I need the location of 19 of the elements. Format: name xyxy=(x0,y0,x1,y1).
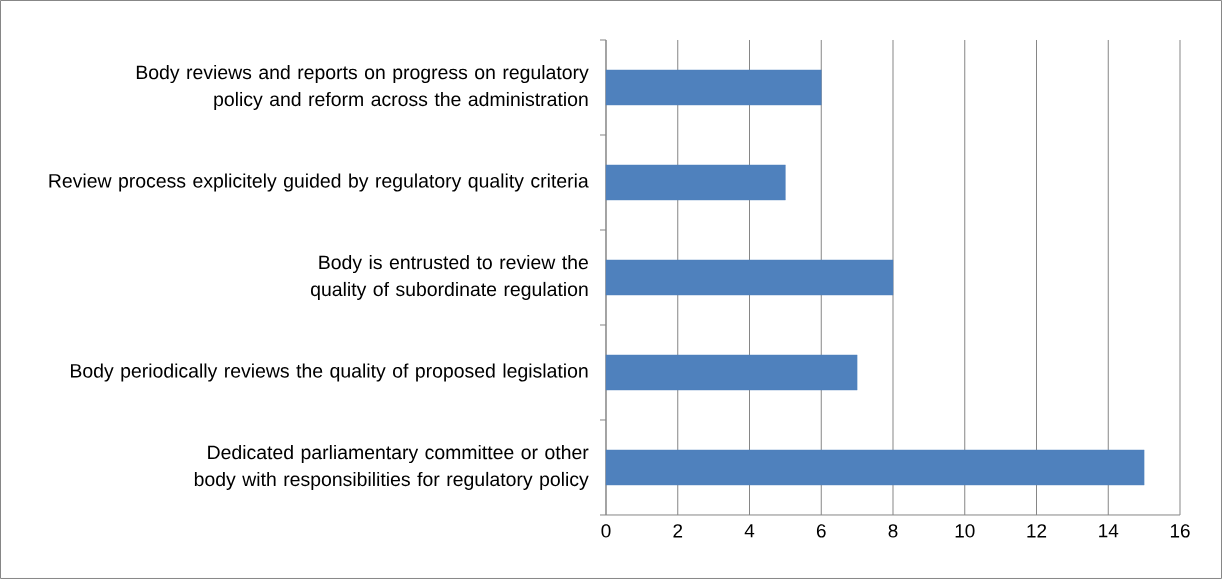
bar xyxy=(605,69,822,106)
x-tick-label: 2 xyxy=(673,524,683,538)
bar xyxy=(605,259,894,296)
x-tick-label: 16 xyxy=(1170,524,1190,538)
x-tick-label: 8 xyxy=(888,524,898,538)
bar xyxy=(605,354,858,391)
y-tick-label: Body periodically reviews the quality of proposed legislation xyxy=(71,363,588,382)
y-tick-label: Review process explicitely guided by regulatory quality criteria xyxy=(49,173,589,192)
x-tick-label: 12 xyxy=(1027,524,1047,538)
x-tick-label: 4 xyxy=(744,524,755,538)
y-tick-label: Body is entrusted to review the quality of subordinate regulation xyxy=(311,254,588,300)
bar xyxy=(605,164,786,201)
y-tick-label: Body reviews and reports on progress on regulatory policy and reform across the administration xyxy=(136,64,589,110)
x-tick-label: 14 xyxy=(1099,524,1119,538)
x-tick-label: 6 xyxy=(816,524,826,538)
y-tick-label: Dedicated parliamentary committee or other body with responsibilities for regulatory policy xyxy=(194,444,589,490)
bar xyxy=(605,449,1145,486)
x-tick-label: 10 xyxy=(955,524,975,538)
x-tick-label: 0 xyxy=(601,524,611,538)
